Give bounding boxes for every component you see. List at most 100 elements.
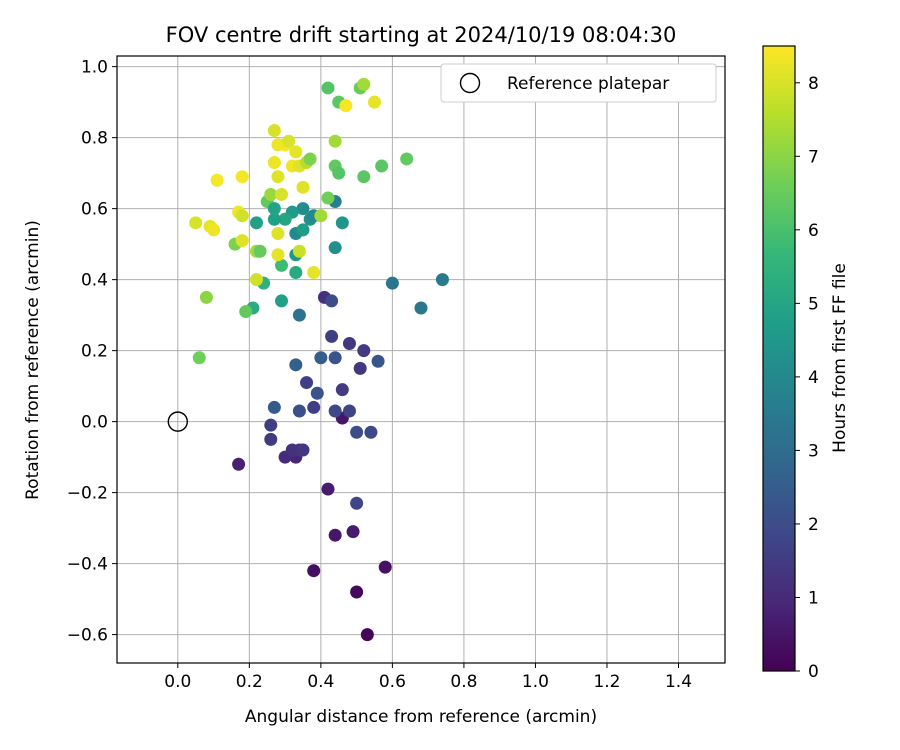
legend-marker-reference-platepar [459, 72, 481, 94]
data-point [232, 457, 246, 471]
y-tick-label: −0.6 [67, 626, 108, 646]
data-point [332, 166, 346, 180]
x-tick-label: 1.2 [593, 672, 620, 692]
y-tick-label: 1.0 [81, 58, 108, 78]
data-point [378, 560, 392, 574]
y-tick-label: 0.0 [81, 413, 108, 433]
data-point [235, 209, 249, 223]
colorbar-tick-label: 6 [808, 221, 819, 241]
data-point [350, 496, 364, 510]
data-point [282, 134, 296, 148]
colorbar-gradient [762, 45, 796, 672]
data-point [375, 159, 389, 173]
colorbar-tick-label: 5 [808, 294, 819, 314]
colorbar-tick-label: 0 [808, 662, 819, 682]
grid-lines [117, 56, 725, 663]
data-point [339, 99, 353, 113]
data-point [350, 585, 364, 599]
data-point [435, 273, 449, 287]
data-point [360, 628, 374, 642]
x-tick-label: 1.0 [522, 672, 549, 692]
data-point [292, 308, 306, 322]
data-point [328, 528, 342, 542]
data-point [271, 226, 285, 240]
data-point [325, 294, 339, 308]
data-point [357, 77, 371, 91]
data-point [275, 187, 289, 201]
data-point [342, 404, 356, 418]
data-point [328, 404, 342, 418]
data-point [264, 432, 278, 446]
y-axis-title: Rotation from reference (arcmin) [23, 220, 43, 500]
reference-point-marker [167, 411, 189, 432]
colorbar-tick-label: 1 [808, 588, 819, 608]
data-point [328, 351, 342, 365]
x-tick-label: 0.2 [236, 672, 263, 692]
data-point [253, 244, 267, 258]
x-tick-label: 1.4 [665, 672, 692, 692]
data-point [271, 138, 285, 152]
data-point [342, 337, 356, 351]
x-axis-title: Angular distance from reference (arcmin) [245, 707, 597, 727]
data-point [314, 209, 328, 223]
data-point [289, 266, 303, 280]
data-point [310, 386, 324, 400]
y-tick-label: 0.2 [81, 342, 108, 362]
colorbar-tick-label: 7 [808, 147, 819, 167]
data-point [199, 290, 213, 304]
data-point [192, 351, 206, 365]
data-point [307, 266, 321, 280]
colorbar-tick-label: 2 [808, 515, 819, 535]
data-point [275, 258, 289, 272]
data-point [235, 170, 249, 184]
data-point [289, 145, 303, 159]
colorbar: 0 1 2 3 4 5 6 7 8 Hours from first FF file [762, 45, 850, 682]
data-point [328, 134, 342, 148]
x-axis-ticks: 0.0 0.2 0.4 0.6 0.8 1.0 1.2 1.4 [164, 663, 692, 692]
data-point [292, 244, 306, 258]
y-tick-label: 0.8 [81, 129, 108, 149]
y-tick-label: −0.2 [67, 484, 108, 504]
data-point [321, 191, 335, 205]
x-tick-label: 0.4 [307, 672, 334, 692]
data-point [307, 564, 321, 578]
data-point [335, 216, 349, 230]
x-tick-label: 0.0 [164, 672, 191, 692]
data-point [267, 400, 281, 414]
data-point [267, 212, 281, 226]
data-point [267, 155, 281, 169]
data-point [210, 173, 224, 187]
data-point [314, 351, 328, 365]
colorbar-tick-label: 4 [808, 368, 819, 388]
data-point [385, 276, 399, 290]
data-point [303, 152, 317, 166]
data-point [296, 443, 310, 457]
data-point [249, 216, 263, 230]
data-point [346, 525, 360, 539]
data-point [353, 361, 367, 375]
data-point [300, 376, 314, 390]
data-point [357, 344, 371, 358]
data-point [239, 305, 253, 319]
data-point [296, 180, 310, 194]
legend-box [440, 63, 717, 103]
y-tick-label: −0.4 [67, 555, 108, 575]
data-point [271, 170, 285, 184]
data-point [368, 95, 382, 109]
data-point [292, 404, 306, 418]
legend-label-reference-platepar: Reference platepar [507, 74, 669, 94]
data-point [267, 202, 281, 216]
y-tick-label: 0.6 [81, 200, 108, 220]
data-point [267, 124, 281, 138]
data-point [328, 241, 342, 255]
data-point [371, 354, 385, 368]
data-point [414, 301, 428, 315]
y-tick-label: 0.4 [81, 271, 108, 291]
data-point [249, 273, 263, 287]
data-point [296, 202, 310, 216]
plot-frame [116, 55, 726, 664]
data-point [350, 425, 364, 439]
y-axis-ticks: −0.6 −0.4 −0.2 0.0 0.2 0.4 0.6 0.8 1.0 [67, 58, 117, 646]
x-tick-label: 0.6 [379, 672, 406, 692]
